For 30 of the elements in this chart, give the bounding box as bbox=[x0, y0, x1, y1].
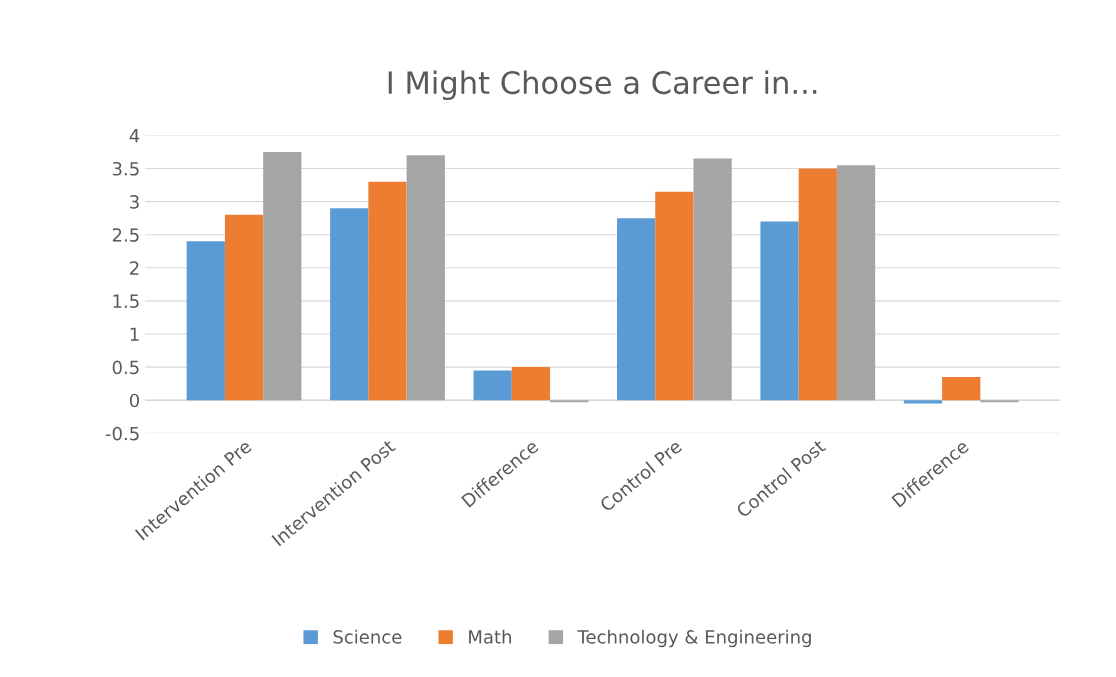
y-tick-label: 0.5 bbox=[112, 360, 139, 375]
bar bbox=[186, 241, 225, 401]
bar bbox=[330, 208, 369, 401]
bar bbox=[224, 214, 264, 401]
legend-label: Technology & Engineering bbox=[577, 629, 811, 648]
y-tick-label: 4 bbox=[129, 129, 140, 143]
bar bbox=[473, 370, 512, 401]
y-tick-label: 3.5 bbox=[112, 161, 139, 176]
bar bbox=[760, 221, 799, 401]
bar bbox=[903, 400, 943, 404]
bar bbox=[693, 158, 732, 401]
bar bbox=[406, 155, 445, 401]
legend-label: Math bbox=[469, 629, 511, 644]
bar bbox=[511, 367, 551, 401]
bar bbox=[798, 168, 837, 401]
y-tick-label: 2.5 bbox=[112, 228, 139, 242]
y-tick-label: 0 bbox=[129, 393, 140, 408]
y-tick-label: -0.5 bbox=[105, 426, 139, 441]
bar bbox=[616, 218, 656, 401]
bar bbox=[942, 377, 981, 401]
chart-title: I Might Choose a Career in... bbox=[388, 70, 817, 101]
y-tick-label: 1.5 bbox=[113, 294, 139, 309]
bar bbox=[368, 181, 407, 401]
bar bbox=[655, 191, 694, 401]
y-tick-label: 2 bbox=[130, 261, 139, 275]
bar bbox=[263, 151, 302, 401]
y-tick-label: 3 bbox=[130, 195, 139, 209]
bar bbox=[836, 165, 876, 401]
y-tick-label: 1 bbox=[130, 327, 139, 341]
legend-label: Science bbox=[333, 629, 402, 644]
